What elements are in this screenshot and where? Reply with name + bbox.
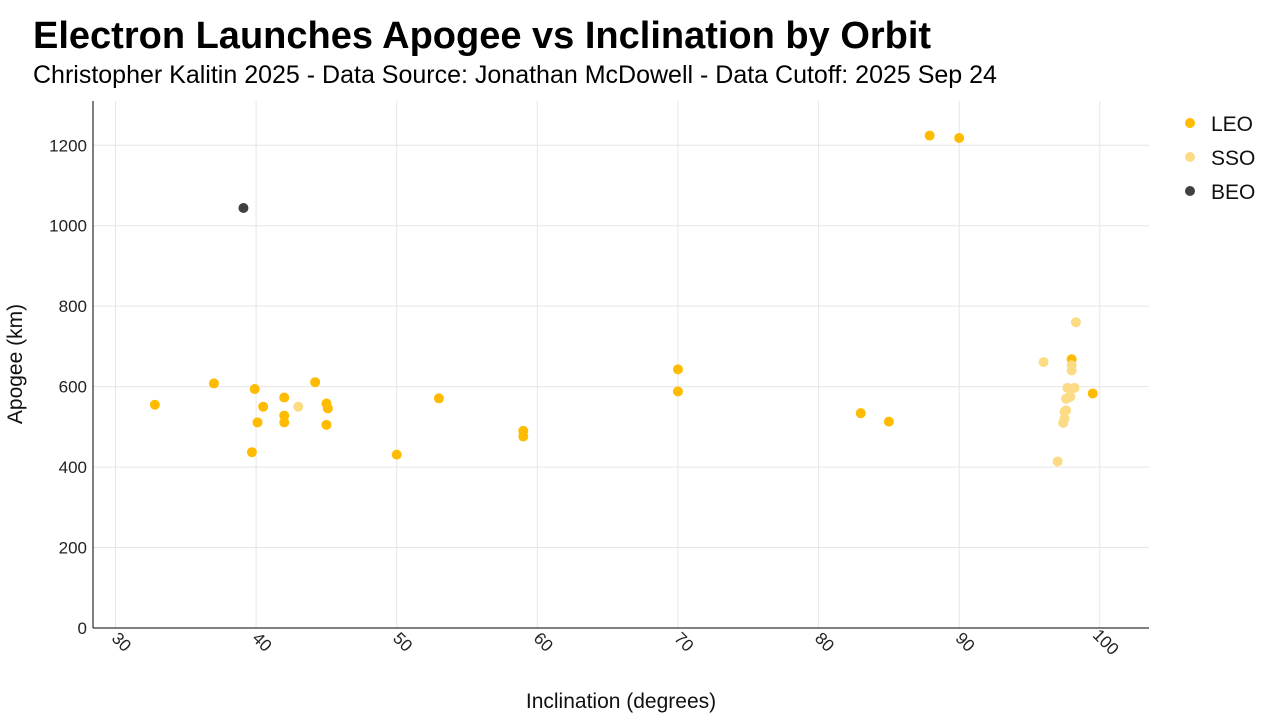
data-point-beo <box>238 203 249 214</box>
data-point-leo <box>433 393 444 404</box>
data-point-leo <box>518 431 529 442</box>
x-tick-label: 30 <box>108 629 135 656</box>
x-tick-label: 40 <box>249 629 276 656</box>
grid-lines <box>93 101 1149 629</box>
x-tick-label: 60 <box>530 629 557 656</box>
chart-subtitle: Christopher Kalitin 2025 - Data Source: … <box>33 61 997 89</box>
data-point-leo <box>321 419 332 430</box>
data-points <box>149 130 1098 467</box>
legend-marker-sso <box>1185 152 1195 162</box>
y-tick-label: 600 <box>59 378 87 397</box>
legend-label-beo: BEO <box>1211 181 1255 204</box>
y-tick-label: 200 <box>59 539 87 558</box>
y-tick-label: 400 <box>59 458 87 477</box>
data-point-sso <box>1052 456 1063 467</box>
data-point-leo <box>149 399 160 410</box>
x-tick-label: 70 <box>670 629 697 656</box>
data-point-leo <box>279 410 290 421</box>
data-point-leo <box>322 403 333 414</box>
data-point-leo <box>391 449 402 460</box>
chart-title: Electron Launches Apogee vs Inclination … <box>33 15 932 57</box>
data-point-leo <box>954 133 965 144</box>
legend-label-sso: SSO <box>1211 147 1255 170</box>
x-tick-label: 50 <box>389 629 416 656</box>
data-point-sso <box>1066 365 1077 376</box>
x-axis-label: Inclination (degrees) <box>526 690 716 713</box>
legend-label-leo: LEO <box>1211 113 1253 136</box>
data-point-leo <box>249 384 260 395</box>
data-point-leo <box>1087 388 1098 399</box>
data-point-leo <box>672 364 683 375</box>
data-point-leo <box>208 378 219 389</box>
data-point-sso <box>1061 405 1072 416</box>
x-tick-label: 90 <box>952 629 979 656</box>
data-point-leo <box>252 417 263 428</box>
legend-marker-leo <box>1185 118 1195 128</box>
data-point-leo <box>855 408 866 419</box>
data-point-leo <box>310 377 321 388</box>
data-point-leo <box>258 401 269 412</box>
y-tick-label: 1200 <box>49 136 87 155</box>
data-point-leo <box>246 447 257 458</box>
data-point-leo <box>672 386 683 397</box>
legend-marker-beo <box>1185 186 1195 196</box>
data-point-sso <box>1059 413 1070 424</box>
data-point-sso <box>1065 391 1076 402</box>
data-point-sso <box>293 401 304 412</box>
y-tick-label: 0 <box>78 619 87 638</box>
y-axis-label: Apogee (km) <box>4 304 27 424</box>
y-tick-label: 800 <box>59 297 87 316</box>
x-tick-label: 80 <box>811 629 838 656</box>
data-point-leo <box>279 417 290 428</box>
data-point-leo <box>883 416 894 427</box>
data-point-sso <box>1062 382 1073 393</box>
data-point-leo <box>924 130 935 141</box>
x-tick-label: 100 <box>1089 625 1122 658</box>
data-point-sso <box>1038 357 1049 368</box>
y-tick-label: 1000 <box>49 217 87 236</box>
data-point-sso <box>1070 317 1081 328</box>
data-point-leo <box>279 392 290 403</box>
data-point-sso <box>1069 382 1080 393</box>
legend: LEO SSO BEO <box>1185 113 1255 204</box>
